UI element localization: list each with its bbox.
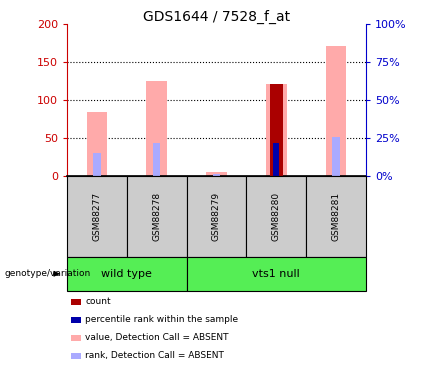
Text: rank, Detection Call = ABSENT: rank, Detection Call = ABSENT xyxy=(85,351,224,360)
Text: GDS1644 / 7528_f_at: GDS1644 / 7528_f_at xyxy=(143,9,290,24)
Text: wild type: wild type xyxy=(101,269,152,279)
Text: percentile rank within the sample: percentile rank within the sample xyxy=(85,315,239,324)
Bar xyxy=(333,137,339,176)
Bar xyxy=(266,84,287,176)
Bar xyxy=(206,172,227,176)
Bar xyxy=(270,84,283,176)
Text: GSM88278: GSM88278 xyxy=(152,192,161,241)
Text: GSM88280: GSM88280 xyxy=(272,192,281,241)
Text: GSM88281: GSM88281 xyxy=(332,192,340,241)
Bar xyxy=(87,112,107,176)
Text: GSM88279: GSM88279 xyxy=(212,192,221,241)
Bar xyxy=(273,143,280,176)
Bar xyxy=(213,174,220,176)
Text: GSM88277: GSM88277 xyxy=(93,192,101,241)
Bar xyxy=(326,46,346,176)
Text: count: count xyxy=(85,297,111,306)
Bar xyxy=(153,143,160,176)
Text: genotype/variation: genotype/variation xyxy=(4,269,90,278)
Bar xyxy=(94,153,100,176)
Text: vts1 null: vts1 null xyxy=(252,269,300,279)
Bar xyxy=(273,143,279,176)
Bar xyxy=(146,81,167,176)
Text: value, Detection Call = ABSENT: value, Detection Call = ABSENT xyxy=(85,333,229,342)
